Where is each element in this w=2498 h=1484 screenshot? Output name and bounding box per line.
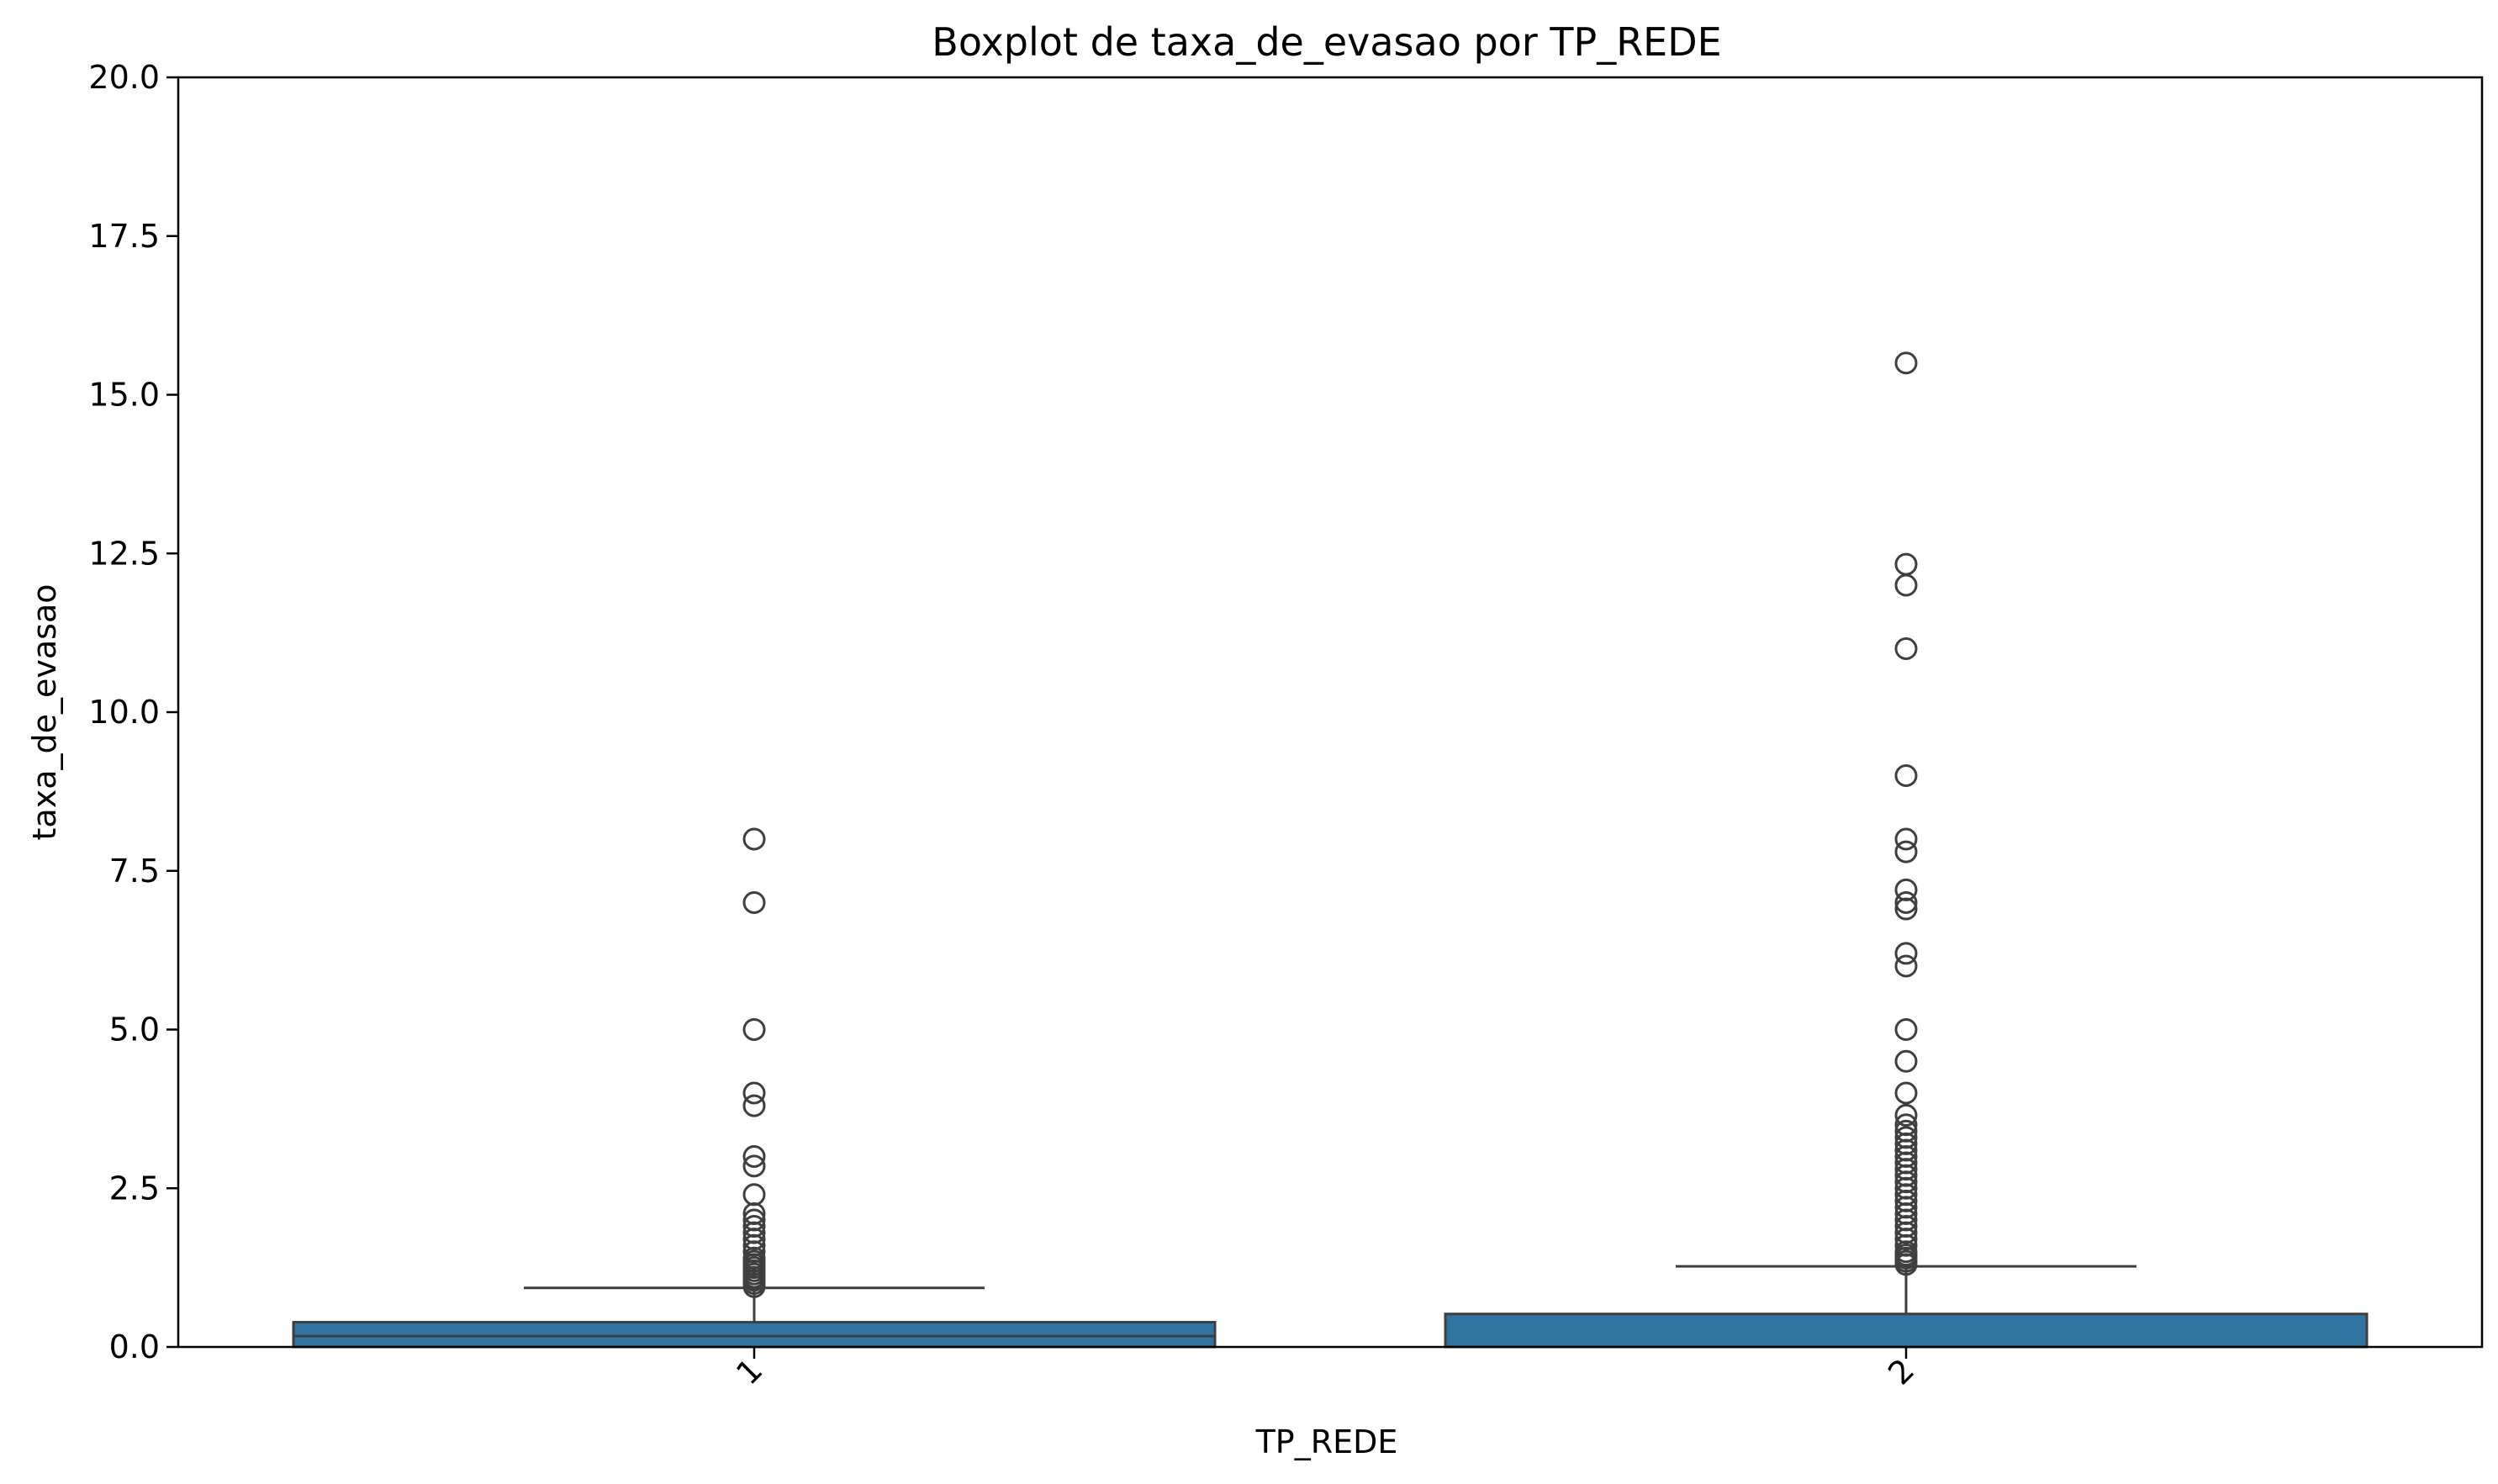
box-group-2 [1444,351,2369,1349]
y-tick-label-8: 20.0 [88,59,160,96]
outlier-point [742,1215,766,1238]
outlier-point [742,1094,766,1117]
x-axis-label: TP_REDE [1255,1423,1398,1460]
y-axis: 0.0 2.5 5.0 7.5 10.0 12.5 15.0 17.5 20.0 [88,59,178,1365]
chart-title: Boxplot de taxa_de_evasao por TP_REDE [932,19,1721,65]
outlier-point [1894,954,1918,978]
outlier-point [1894,1119,1918,1143]
y-tick-label-0: 0.0 [109,1328,160,1365]
x-tick-label-0: 1 [729,1351,769,1392]
outlier-point [742,1145,766,1168]
box-group-1 [292,827,1217,1349]
y-tick-label-5: 12.5 [88,535,160,572]
outlier-point [742,1018,766,1041]
y-tick-label-2: 5.0 [109,1011,160,1048]
y-tick-label-1: 2.5 [109,1170,160,1207]
plot-frame [177,76,2484,1349]
outlier-point [742,827,766,851]
outlier-point [742,1183,766,1207]
outlier-point [742,1081,766,1105]
y-axis-label: taxa_de_evasao [26,584,63,841]
outlier-point [1894,552,1918,576]
outlier-point [1894,573,1918,597]
y-tick-label-3: 7.5 [109,853,160,890]
outlier-point [1894,891,1918,914]
outlier-point [1894,637,1918,660]
outlier-point [1894,840,1918,863]
box-iqr [292,1321,1217,1349]
box-iqr [1444,1312,2369,1349]
outlier-point [1894,1113,1918,1137]
plot-area [292,351,2369,1349]
y-tick-label-4: 10.0 [88,694,160,731]
outlier-point [1894,1126,1918,1149]
outlier-point [742,891,766,914]
outlier-point [742,1154,766,1178]
outlier-point [1894,878,1918,901]
outlier-point [1894,1103,1918,1127]
y-tick-label-6: 15.0 [88,377,160,414]
outlier-point [1894,827,1918,851]
y-tick-label-7: 17.5 [88,218,160,255]
outlier-point [1894,1081,1918,1105]
outlier-point [1894,942,1918,965]
outlier-point [1894,1018,1918,1041]
outlier-point [1894,764,1918,787]
outlier-point [1894,351,1918,375]
outlier-point [1894,1049,1918,1073]
outlier-point [742,1208,766,1232]
x-tick-label-1: 2 [1881,1351,1921,1392]
